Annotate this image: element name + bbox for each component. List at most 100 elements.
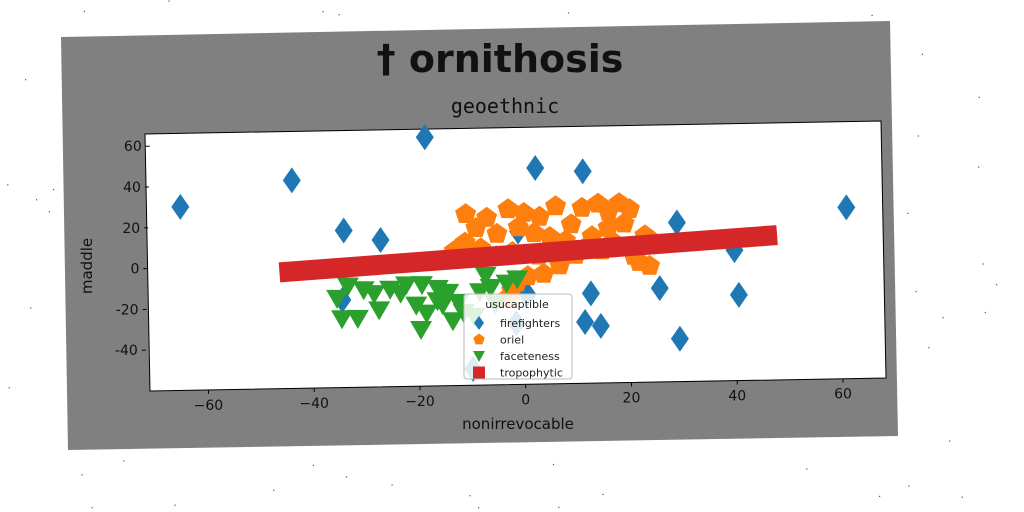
noise-speck — [36, 199, 38, 201]
point-oriel — [529, 205, 550, 226]
point-faceteness — [437, 283, 460, 303]
point-faceteness — [405, 296, 428, 316]
point-oriel — [523, 222, 545, 243]
noise-speck — [982, 263, 984, 265]
noise-speck — [345, 476, 348, 478]
x-tick-label: −20 — [405, 394, 435, 410]
point-faceteness — [330, 310, 353, 330]
point-oriel — [545, 195, 567, 216]
point-oriel — [507, 216, 529, 237]
point-faceteness — [363, 285, 386, 305]
noise-speck — [478, 507, 480, 509]
legend-marker-oriel — [473, 333, 485, 345]
noise-speck — [908, 485, 910, 487]
point-faceteness — [441, 312, 464, 332]
legend-label: oriel — [500, 334, 524, 347]
noise-speck — [567, 12, 570, 14]
point-firefighters — [670, 325, 689, 352]
noise-speck — [7, 184, 9, 186]
point-faceteness — [474, 266, 497, 286]
point-faceteness — [368, 301, 391, 321]
noise-speck — [996, 284, 998, 286]
point-firefighters — [371, 227, 390, 254]
legend-label: faceteness — [500, 350, 560, 363]
noise-speck — [338, 14, 340, 16]
point-firefighters — [650, 275, 669, 302]
point-oriel — [497, 198, 519, 219]
noise-speck — [921, 53, 923, 55]
point-firefighters — [573, 158, 592, 185]
y-tick-label: 60 — [124, 139, 142, 155]
point-faceteness — [426, 292, 449, 312]
point-firefighters — [334, 217, 353, 244]
chart-title: geoethnic — [451, 94, 559, 118]
noise-speck — [961, 496, 963, 498]
noise-speck — [312, 464, 314, 466]
noise-speck — [391, 484, 393, 486]
y-axis-ticks: -40 -20 0 20 40 60 — [115, 139, 150, 359]
point-oriel — [533, 262, 555, 283]
point-faceteness — [415, 304, 438, 324]
noise-speck — [602, 493, 604, 496]
noise-speck — [174, 504, 176, 506]
point-faceteness — [395, 276, 418, 296]
x-tick-label: 40 — [728, 389, 746, 405]
point-firefighters — [415, 124, 434, 151]
x-axis-label: nonirrevocable — [462, 415, 574, 433]
noise-speck — [552, 463, 555, 466]
noise-speck — [469, 495, 471, 497]
noise-speck — [871, 14, 873, 16]
point-oriel — [486, 222, 508, 243]
y-axis-label: maddle — [78, 238, 96, 294]
noise-speck — [806, 468, 808, 470]
noise-speck — [168, 0, 170, 2]
x-tick-label: 0 — [521, 392, 530, 408]
noise-speck — [978, 96, 980, 98]
legend: usucaptible firefighters oriel faceteness t… — [463, 293, 573, 380]
point-firefighters — [729, 281, 748, 308]
noise-speck — [81, 474, 83, 476]
point-firefighters — [591, 312, 610, 339]
point-oriel — [465, 217, 487, 237]
noise-speck — [83, 10, 85, 12]
noise-speck — [48, 211, 50, 213]
point-faceteness — [346, 309, 369, 329]
y-tick-label: -20 — [116, 302, 139, 318]
x-axis-ticks: −60 −40 −20 0 20 40 60 — [194, 378, 852, 414]
noise-speck — [907, 212, 909, 214]
point-oriel — [560, 213, 582, 234]
noise-speck — [942, 317, 944, 319]
noise-speck — [322, 11, 324, 13]
legend-marker-firefighters — [474, 316, 484, 330]
point-oriel — [455, 203, 477, 223]
noise-speck — [928, 347, 930, 349]
background-noise — [7, 0, 998, 509]
point-firefighters — [526, 154, 545, 181]
point-oriel — [539, 226, 561, 246]
legend-label: tropophytic — [500, 367, 563, 380]
point-firefighters — [837, 194, 856, 221]
chart-marks — [171, 124, 856, 382]
legend-marker-tropophytic — [473, 366, 485, 379]
noise-speck — [123, 460, 125, 462]
noise-speck — [949, 440, 951, 442]
legend-marker-faceteness — [473, 351, 485, 362]
noise-speck — [879, 495, 881, 497]
point-oriel — [628, 251, 650, 271]
y-tick-label: 0 — [130, 262, 139, 278]
y-tick-label: 20 — [122, 221, 140, 237]
legend-label: firefighters — [500, 317, 560, 330]
y-tick-label: 40 — [123, 180, 141, 196]
legend-box — [463, 293, 573, 380]
noise-speck — [915, 291, 917, 293]
noise-speck — [30, 307, 32, 309]
point-firefighters — [576, 309, 595, 336]
point-faceteness — [326, 289, 349, 309]
point-faceteness — [506, 270, 529, 290]
point-firefighters — [171, 193, 190, 220]
noise-speck — [273, 489, 275, 491]
point-firefighters — [667, 209, 686, 236]
point-oriel — [613, 212, 635, 233]
noise-speck — [53, 188, 55, 191]
